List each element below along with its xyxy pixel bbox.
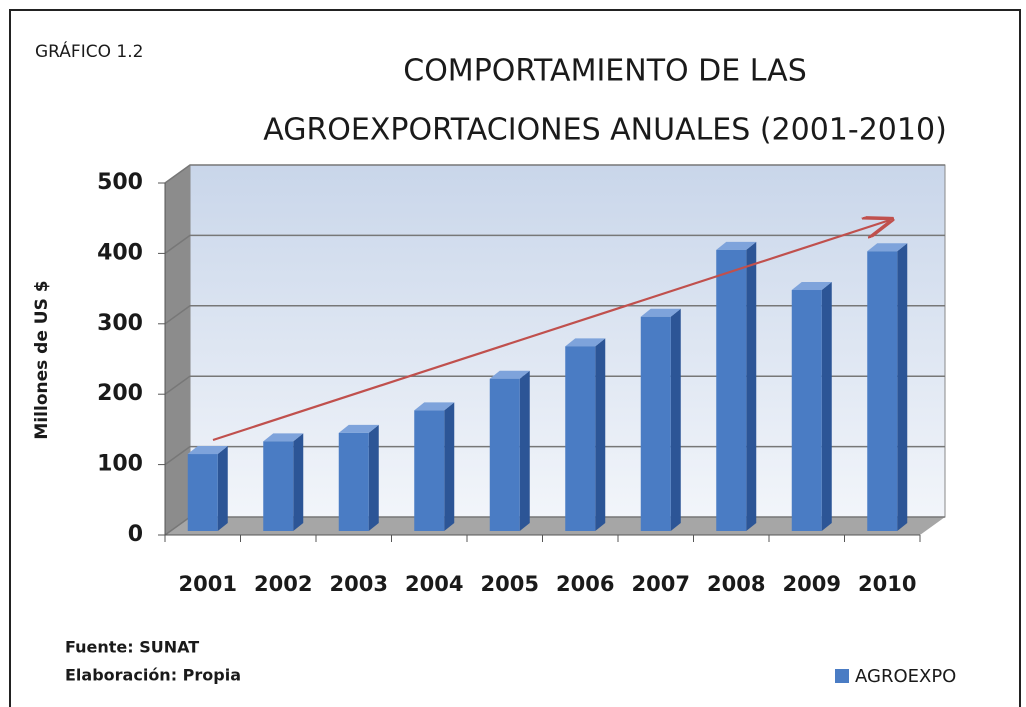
x-tick-label: 2001 xyxy=(179,572,237,596)
x-tick-label: 2009 xyxy=(783,572,841,596)
chart-title: AGROEXPORTACIONES ANUALES (2001-2010) xyxy=(263,113,947,148)
grid-line xyxy=(164,445,945,466)
bar xyxy=(187,454,218,531)
bar-side xyxy=(897,243,908,531)
x-tick-label: 2005 xyxy=(481,572,539,596)
bar-top xyxy=(489,370,530,379)
bar-top xyxy=(414,402,455,411)
legend-swatch xyxy=(835,669,849,683)
side-wall xyxy=(165,165,190,535)
bar xyxy=(414,410,445,531)
bar xyxy=(489,378,520,531)
chart-title: COMPORTAMIENTO DE LAS xyxy=(403,54,807,89)
frame xyxy=(9,9,1021,707)
x-tick-label: 2003 xyxy=(330,572,388,596)
bar-side xyxy=(670,308,681,531)
plot-area: 0 100 200 300 400 500 2001 2002 2003 2004 2005 2006… xyxy=(97,164,946,596)
y-tick-label: 400 xyxy=(97,240,143,265)
x-tick-label: 2004 xyxy=(405,572,463,596)
bar-side xyxy=(821,282,832,531)
chart-label: GRÁFICO 1.2 xyxy=(35,40,143,62)
bar xyxy=(263,441,294,531)
bar-top xyxy=(187,446,228,455)
bar-side xyxy=(444,402,455,531)
bar-top xyxy=(338,424,379,433)
bar xyxy=(716,249,747,531)
y-tick-label: 500 xyxy=(97,170,143,195)
bar xyxy=(565,346,596,531)
bar xyxy=(867,251,898,531)
grid-line xyxy=(164,375,945,395)
y-tick-label: 300 xyxy=(97,311,143,336)
bar-top xyxy=(791,282,832,291)
bar-side xyxy=(293,433,304,531)
grid-line xyxy=(164,164,945,184)
bar-top xyxy=(867,243,908,252)
bar-side xyxy=(746,241,757,531)
bar-side xyxy=(368,424,379,531)
bar-side xyxy=(595,338,606,531)
trend-arrow xyxy=(212,220,890,442)
bar-top xyxy=(263,433,304,442)
grid-line xyxy=(164,305,945,325)
x-tick-label: 2006 xyxy=(556,572,614,596)
x-tick-label: 2002 xyxy=(254,572,312,596)
x-tick-label: 2007 xyxy=(632,572,690,596)
y-tick-label: 200 xyxy=(97,381,143,406)
grid-line xyxy=(164,234,945,255)
x-tick-label: 2010 xyxy=(858,572,916,596)
bar-top xyxy=(716,241,757,250)
x-tick-label: 2008 xyxy=(707,572,765,596)
y-axis-label: Millones de US $ xyxy=(32,280,52,439)
bar xyxy=(791,290,822,531)
bar-top xyxy=(565,338,606,347)
bar xyxy=(640,316,671,531)
bar xyxy=(338,432,369,531)
source: Elaboración: Propia xyxy=(65,666,241,685)
y-tick-label: 0 xyxy=(128,522,143,547)
bar-top xyxy=(640,308,681,317)
legend-label: AGROEXPO xyxy=(855,666,956,687)
source: Fuente: SUNAT xyxy=(65,638,199,657)
y-tick-label: 100 xyxy=(97,452,143,477)
bar-side xyxy=(217,446,228,531)
bar-side xyxy=(519,370,530,531)
